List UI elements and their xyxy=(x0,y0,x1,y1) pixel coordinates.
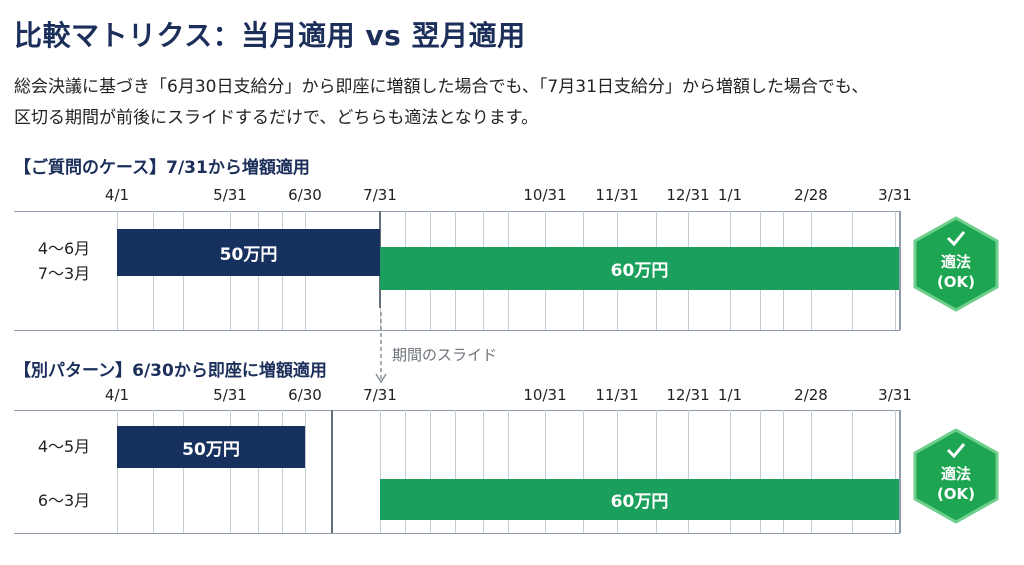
ok-badge: 適法 (OK) xyxy=(913,428,999,524)
tick-label: 12/31 xyxy=(666,386,710,404)
grid-line xyxy=(656,410,657,533)
grid-line xyxy=(783,410,784,533)
tick-label: 10/31 xyxy=(523,386,567,404)
period-divider xyxy=(331,410,333,533)
grid-line xyxy=(430,410,431,533)
chart-frame-top xyxy=(14,211,900,212)
tick-label: 2/28 xyxy=(794,386,828,404)
grid-line xyxy=(545,410,546,533)
grid-line xyxy=(455,410,456,533)
check-icon xyxy=(946,231,966,247)
badge-label: 適法 xyxy=(940,253,971,271)
tick-label: 6/30 xyxy=(288,186,322,204)
grid-line xyxy=(380,410,381,533)
tick-label: 1/1 xyxy=(717,386,743,404)
chart-frame-top xyxy=(14,410,900,411)
tick-label: 2/28 xyxy=(794,186,828,204)
tick-label: 10/31 xyxy=(523,186,567,204)
chart-frame-right xyxy=(899,211,901,330)
tick-label: 4/1 xyxy=(104,186,130,204)
check-icon xyxy=(946,443,966,459)
salary-bar: 60万円 xyxy=(380,247,899,290)
tick-label: 4/1 xyxy=(104,386,130,404)
salary-bar: 50万円 xyxy=(117,229,380,276)
tick-label: 11/31 xyxy=(595,186,639,204)
slide-arrow-icon xyxy=(375,312,387,384)
row-label: 4〜5月 xyxy=(37,437,91,456)
tick-label: 12/31 xyxy=(666,186,710,204)
chart-frame-right xyxy=(899,410,901,533)
tick-label: 6/30 xyxy=(288,386,322,404)
description-line-2: 区切る期間が前後にスライドするだけで、どちらも適法となります。 xyxy=(14,108,539,128)
grid-line xyxy=(305,410,306,533)
badge-sublabel: (OK) xyxy=(936,273,976,291)
tick-label: 11/31 xyxy=(595,386,639,404)
grid-line xyxy=(852,410,853,533)
page-title: 比較マトリクス：当月適用 vs 翌月適用 xyxy=(14,19,526,52)
grid-line xyxy=(688,410,689,533)
grid-line xyxy=(508,410,509,533)
grid-line xyxy=(760,410,761,533)
salary-bar: 60万円 xyxy=(380,479,899,520)
grid-line xyxy=(230,410,231,533)
tick-label: 1/1 xyxy=(717,186,743,204)
badge-label: 適法 xyxy=(940,465,971,483)
row-label: 4〜6月 7〜3月 xyxy=(37,239,91,283)
grid-line xyxy=(583,410,584,533)
tick-label: 3/31 xyxy=(878,186,912,204)
tick-label: 5/31 xyxy=(213,386,247,404)
section-title-2: 【別パターン】6/30から即座に増額適用 xyxy=(14,361,327,381)
tick-label: 7/31 xyxy=(363,186,397,204)
badge-sublabel: (OK) xyxy=(936,485,976,503)
tick-label: 3/31 xyxy=(878,386,912,404)
tick-label: 7/31 xyxy=(363,386,397,404)
row-label: 6〜3月 xyxy=(37,491,91,510)
grid-line xyxy=(405,410,406,533)
tick-label: 5/31 xyxy=(213,186,247,204)
grid-line xyxy=(617,410,618,533)
grid-line xyxy=(153,410,154,533)
section-title-1: 【ご質問のケース】7/31から増額適用 xyxy=(14,158,310,178)
salary-bar: 50万円 xyxy=(117,426,305,468)
description-line-1: 総会決議に基づき「6月30日支給分」から即座に増額した場合でも、「7月31日支給… xyxy=(14,77,869,97)
chart-frame-bottom xyxy=(14,533,900,534)
grid-line xyxy=(895,410,896,533)
slide-label: 期間のスライド xyxy=(392,346,498,364)
grid-line xyxy=(183,410,184,533)
grid-line xyxy=(258,410,259,533)
grid-line xyxy=(730,410,731,533)
grid-line xyxy=(811,410,812,533)
grid-line xyxy=(282,410,283,533)
chart-frame-bottom xyxy=(14,330,900,331)
grid-line xyxy=(117,410,118,533)
grid-line xyxy=(483,410,484,533)
ok-badge: 適法 (OK) xyxy=(913,216,999,312)
